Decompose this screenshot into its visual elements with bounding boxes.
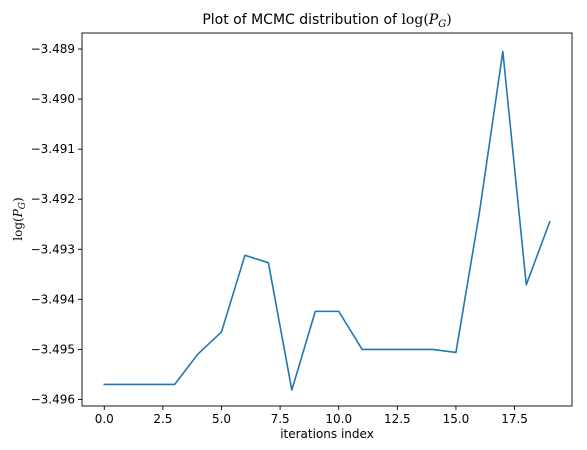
x-tick-label: 17.5 <box>501 412 528 426</box>
chart-title-math-fn: log <box>401 12 423 28</box>
data-point <box>221 331 223 333</box>
y-axis-label: log(PG) <box>11 197 28 240</box>
y-axis-label-math-var: P <box>11 208 25 218</box>
y-tick-label: −3.493 <box>31 242 75 256</box>
chart-title-prefix: Plot of MCMC distribution of <box>202 12 401 28</box>
y-tick-label: −3.491 <box>31 142 75 156</box>
x-tick-label: 12.5 <box>384 412 411 426</box>
data-point <box>502 51 504 53</box>
y-axis-label-math-close: ) <box>11 197 25 202</box>
chart-title-math-open: ( <box>423 12 428 28</box>
y-axis-label-math-sub: G <box>18 202 28 209</box>
chart-title-math-sub: G <box>438 19 446 30</box>
data-point <box>455 351 457 353</box>
data-point <box>338 310 340 312</box>
data-point <box>549 221 551 223</box>
x-tick-label: 15.0 <box>443 412 470 426</box>
data-point <box>244 254 246 256</box>
y-tick-label: −3.489 <box>31 42 75 56</box>
chart-title-math-var: P <box>428 12 439 28</box>
y-axis: −3.496 −3.495 −3.494 −3.493 −3.492 −3.491 −3.4… <box>31 42 82 406</box>
data-point <box>408 348 410 350</box>
data-point <box>103 383 105 385</box>
data-point <box>127 383 129 385</box>
x-axis-label: iterations index <box>280 427 374 441</box>
x-tick-label: 0.0 <box>95 412 114 426</box>
data-point <box>361 348 363 350</box>
x-tick-label: 5.0 <box>212 412 231 426</box>
x-tick-label: 7.5 <box>271 412 290 426</box>
x-tick-label: 10.0 <box>325 412 352 426</box>
y-tick-label: −3.492 <box>31 192 75 206</box>
x-axis: 0.0 2.5 5.0 7.5 10.0 12.5 15.0 17.5 <box>95 406 528 426</box>
axes-frame <box>81 32 573 407</box>
chart-title-math-close: ) <box>446 12 451 28</box>
data-point <box>291 389 293 391</box>
x-tick-label: 2.5 <box>153 412 172 426</box>
y-axis-label-math-open: ( <box>11 217 25 222</box>
chart-title: Plot of MCMC distribution of log(PG) <box>202 12 451 30</box>
data-point <box>385 348 387 350</box>
data-point <box>150 383 152 385</box>
plot-area <box>81 32 573 407</box>
data-point <box>197 353 199 355</box>
data-point <box>525 284 527 286</box>
data-point <box>432 348 434 350</box>
y-axis-label-math-fn: log <box>11 222 25 241</box>
data-point <box>267 262 269 264</box>
y-tick-label: −3.496 <box>31 392 75 406</box>
data-point <box>478 212 480 214</box>
series-line-0 <box>103 50 551 391</box>
data-point <box>174 383 176 385</box>
y-tick-label: −3.494 <box>31 292 75 306</box>
data-point <box>314 310 316 312</box>
y-tick-label: −3.495 <box>31 342 75 356</box>
y-tick-label: −3.490 <box>31 92 75 106</box>
